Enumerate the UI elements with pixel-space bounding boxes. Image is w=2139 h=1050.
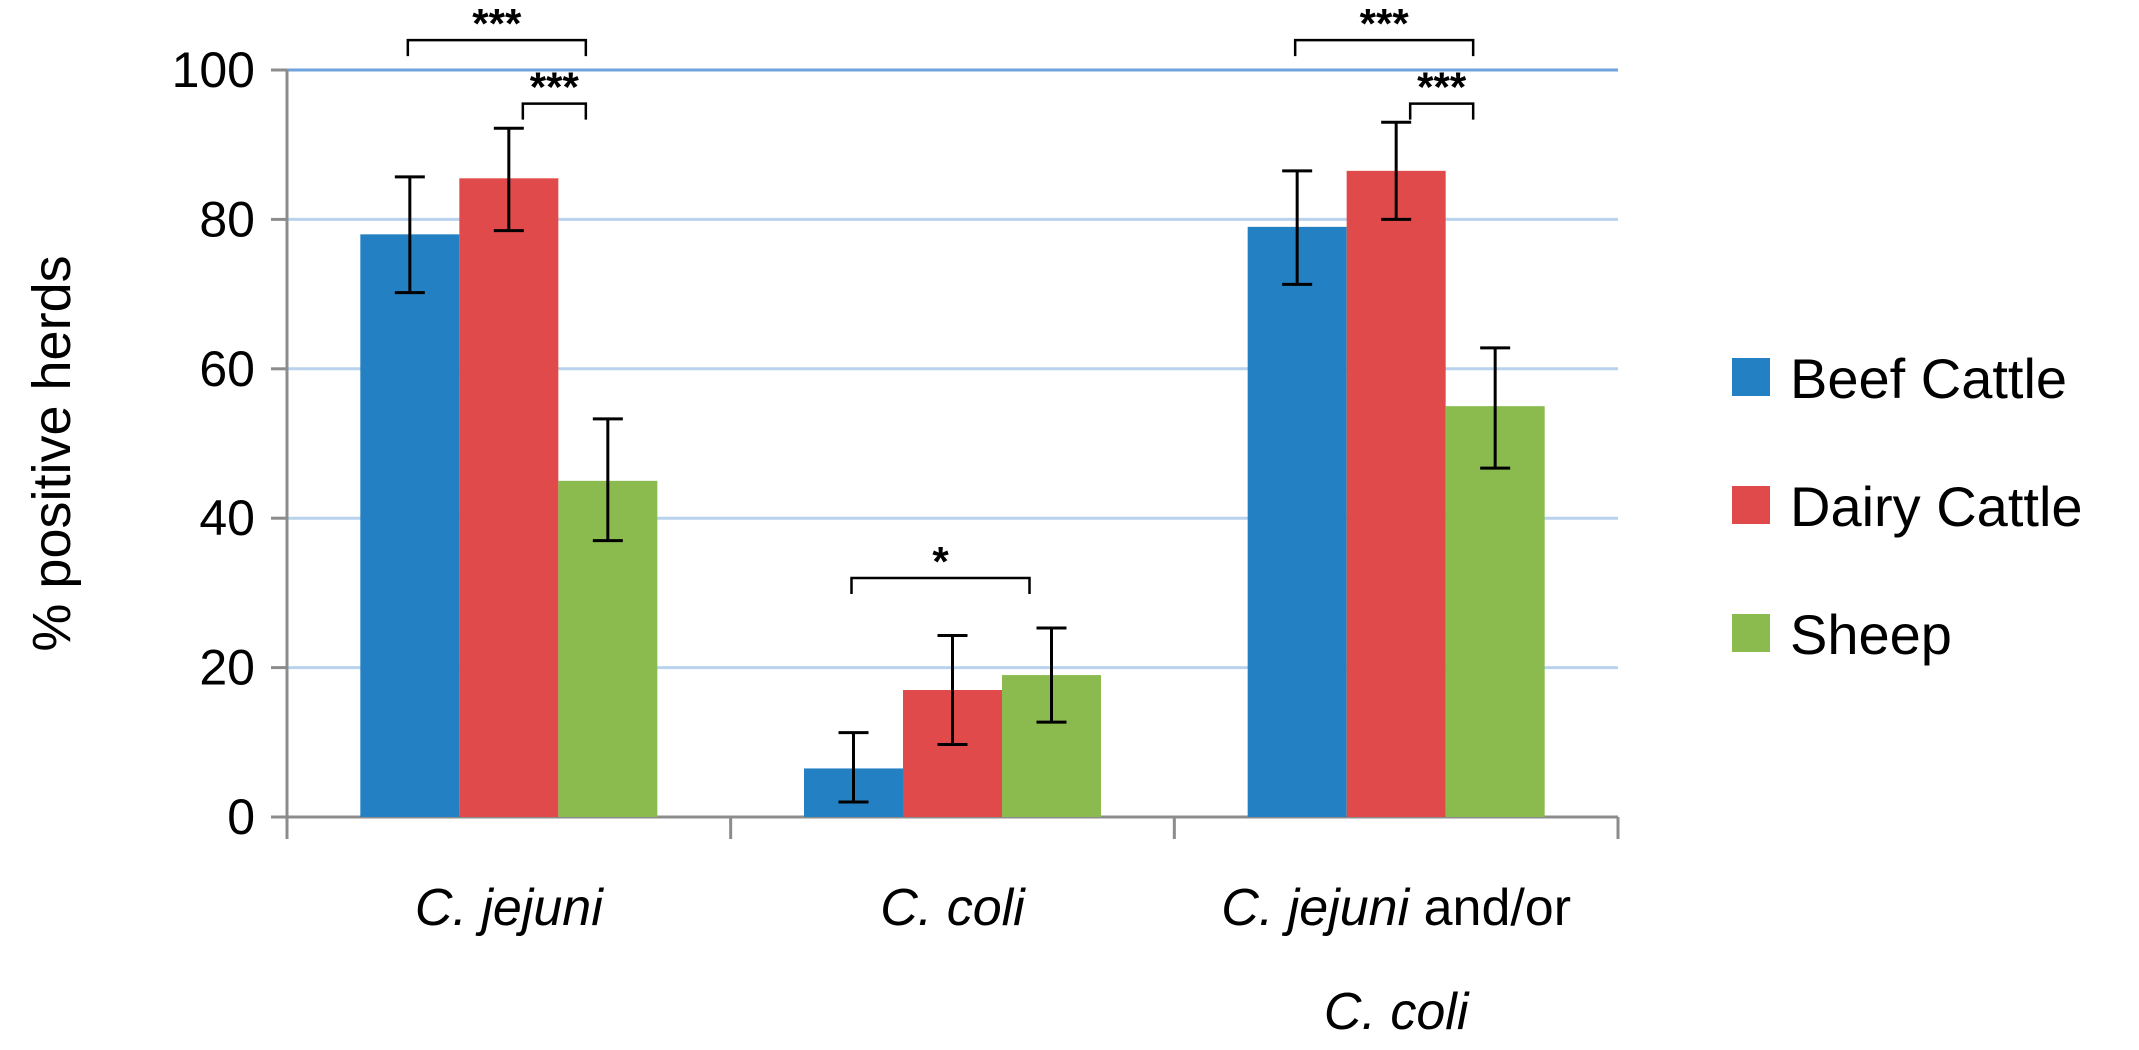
y-tick-label-100: 100: [172, 42, 255, 98]
category-label-2: C. coli: [1324, 983, 1470, 1041]
legend-swatch: [1732, 486, 1770, 524]
error-bar-dairy-cattle-1: [937, 633, 968, 747]
significance-bracket-1: ***: [521, 64, 588, 120]
legend-item-sheep: Sheep: [1732, 603, 1952, 666]
significance-label: ***: [530, 64, 580, 111]
significance-bracket-0: ***: [406, 0, 588, 57]
error-bar-beef-cattle-2: [1282, 169, 1313, 286]
legend-swatch: [1732, 614, 1770, 652]
y-tick-labels: 0 20 40 60 80 100: [172, 42, 255, 845]
error-bar-sheep-1: [1036, 626, 1067, 724]
legend-label: Sheep: [1790, 603, 1952, 666]
error-bar-dairy-cattle-2: [1381, 120, 1412, 221]
y-axis-title: % positive herds: [22, 255, 82, 651]
legend-label: Beef Cattle: [1790, 347, 2067, 410]
y-tick-label-20: 20: [199, 640, 255, 696]
error-bar-dairy-cattle-0: [493, 126, 524, 233]
legend-label: Dairy Cattle: [1790, 475, 2083, 538]
legend-item-dairy-cattle: Dairy Cattle: [1732, 475, 2083, 538]
bar-dairy-cattle-0: [459, 178, 559, 817]
bar-beef-cattle-0: [360, 234, 460, 818]
significance-label: ***: [1417, 64, 1467, 111]
significance-brackets: *************: [406, 0, 1475, 594]
significance-bracket-4: ***: [1408, 64, 1475, 120]
y-tick-label-0: 0: [227, 789, 255, 845]
error-bar-beef-cattle-1: [838, 731, 869, 804]
error-bar-beef-cattle-0: [394, 175, 425, 295]
y-tick-label-60: 60: [199, 341, 255, 397]
legend-item-beef-cattle: Beef Cattle: [1732, 347, 2067, 410]
significance-bracket-3: ***: [1293, 0, 1475, 57]
legend: Beef Cattle Dairy Cattle Sheep: [1732, 347, 2083, 666]
bar-beef-cattle-2: [1247, 226, 1347, 817]
y-tick-label-40: 40: [199, 490, 255, 546]
significance-label: *: [932, 538, 949, 585]
error-bars: [394, 120, 1511, 804]
bars: [360, 170, 1545, 818]
category-label-0: C. jejuni: [415, 879, 604, 937]
legend-swatch: [1732, 358, 1770, 396]
bar-sheep-2: [1445, 406, 1545, 817]
y-tick-label-80: 80: [199, 191, 255, 247]
category-labels: C. jejuni C. coli C. jejuni and/or C. coli: [415, 879, 1571, 1041]
category-label-2: C. jejuni and/or: [1221, 879, 1571, 937]
error-bar-sheep-0: [592, 417, 623, 543]
significance-label: ***: [472, 0, 522, 47]
category-label-1: C. coli: [880, 879, 1026, 937]
significance-label: ***: [1360, 0, 1410, 47]
error-bar-sheep-2: [1480, 346, 1511, 470]
significance-bracket-2: *: [850, 538, 1031, 594]
bar-dairy-cattle-2: [1346, 170, 1446, 818]
